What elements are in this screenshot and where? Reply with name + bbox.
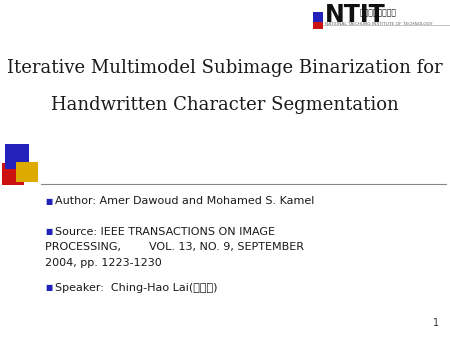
Text: Source: IEEE TRANSACTIONS ON IMAGE: Source: IEEE TRANSACTIONS ON IMAGE [55,226,275,237]
Text: 2004, pp. 1223-1230: 2004, pp. 1223-1230 [45,258,162,268]
Text: Speaker:  Ching-Hao Lai(賴環皋): Speaker: Ching-Hao Lai(賴環皋) [55,283,217,293]
Text: PROCESSING,        VOL. 13, NO. 9, SEPTEMBER: PROCESSING, VOL. 13, NO. 9, SEPTEMBER [45,242,304,252]
Bar [2,163,24,185]
Bar [16,162,38,182]
Text: 國立台中技術學院: 國立台中技術學院 [360,8,397,17]
Text: ■: ■ [45,197,52,206]
Bar [313,12,323,22]
Text: NTIT: NTIT [325,3,386,27]
Text: 1: 1 [432,318,439,328]
Text: ■: ■ [45,227,52,236]
Text: Handwritten Character Segmentation: Handwritten Character Segmentation [51,96,399,114]
Text: Iterative Multimodel Subimage Binarization for: Iterative Multimodel Subimage Binarizati… [7,58,443,77]
Text: ■: ■ [45,284,52,292]
Bar [4,144,29,169]
Bar [313,22,323,29]
Text: Author: Amer Dawoud and Mohamed S. Kamel: Author: Amer Dawoud and Mohamed S. Kamel [55,196,314,206]
Text: NATIONAL TAICHUNG INSTITUTE OF TECHNOLOGY: NATIONAL TAICHUNG INSTITUTE OF TECHNOLOG… [325,22,433,26]
